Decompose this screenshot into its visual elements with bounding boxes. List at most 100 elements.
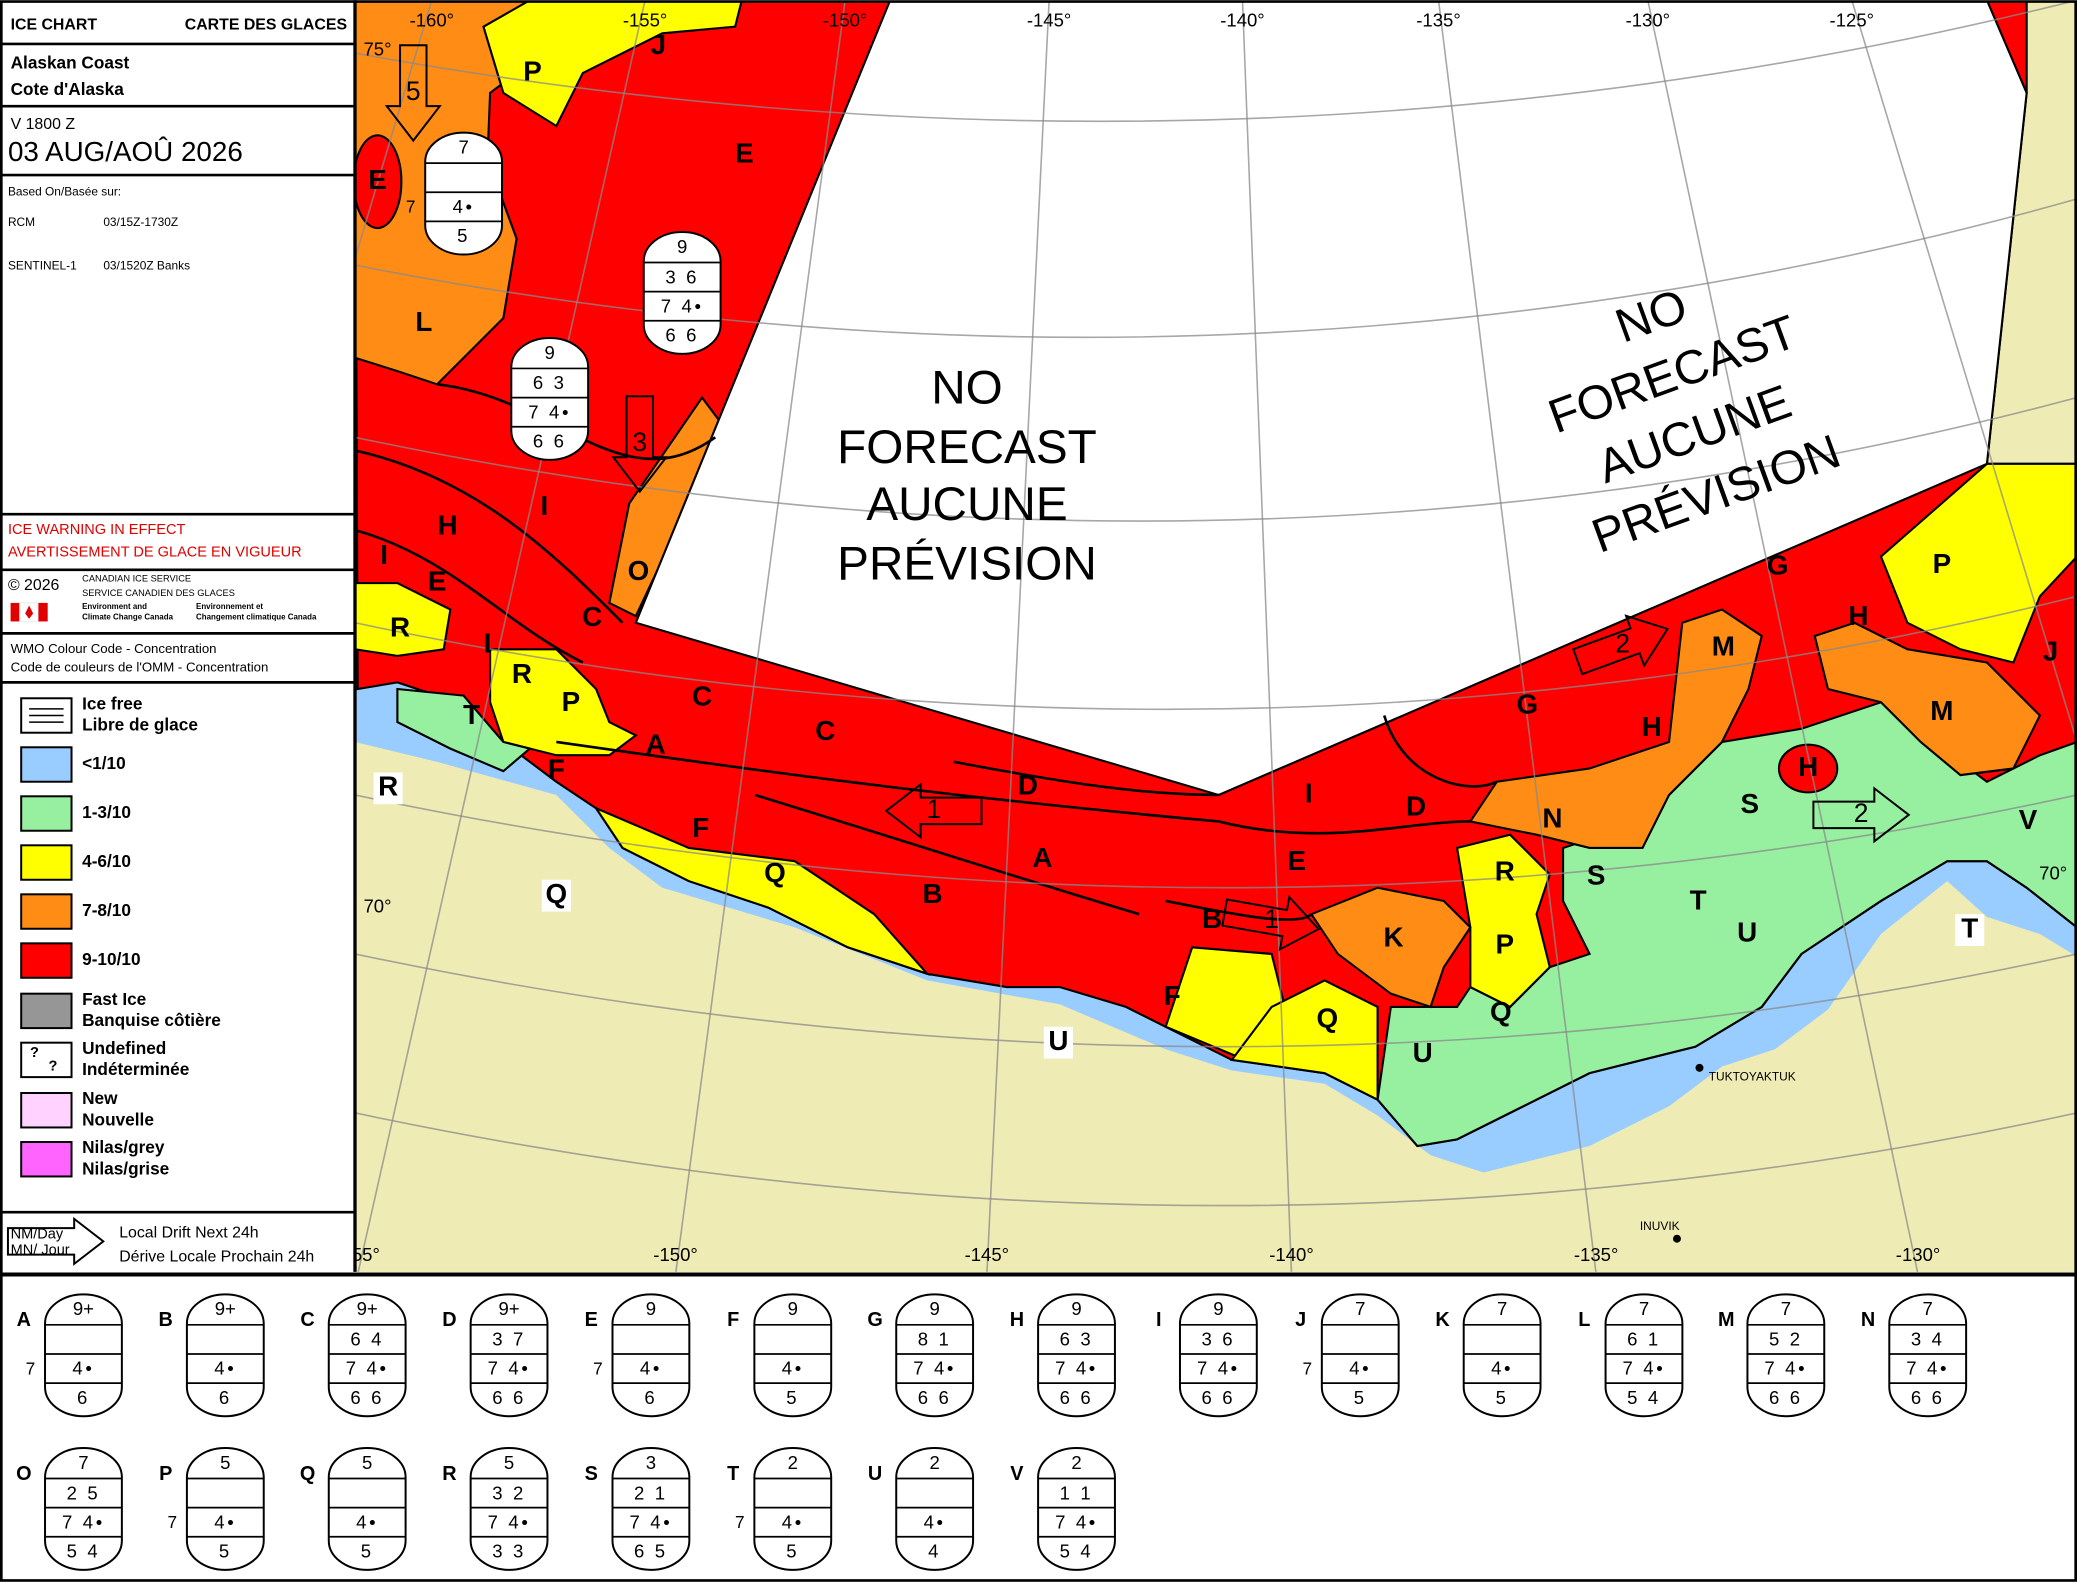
egg-letter: S xyxy=(585,1463,598,1485)
flag-left xyxy=(10,602,20,622)
region-label: U xyxy=(1413,1037,1433,1068)
longitude-label: -140° xyxy=(1220,9,1265,30)
egg-letter: T xyxy=(727,1463,739,1485)
agency: SERVICE CANADIEN DES GLACES xyxy=(82,588,235,598)
arrow-shape xyxy=(1572,614,1669,676)
warning: AVERTISSEMENT DE GLACE EN VIGUEUR xyxy=(8,544,302,560)
egg-stages: 7 4• xyxy=(488,1358,531,1379)
drift-label: Local Drift Next 24h xyxy=(119,1225,258,1242)
egg-stages: 7 4• xyxy=(1764,1358,1807,1379)
parallel xyxy=(356,1,2075,123)
drift-value: 3 xyxy=(632,427,647,457)
egg-letter: C xyxy=(300,1309,314,1331)
ice-9-10 xyxy=(356,134,403,230)
label-bg xyxy=(1955,914,1985,946)
region-label: R xyxy=(512,658,532,689)
region-label: B xyxy=(1202,903,1222,934)
title-fr: CARTE DES GLACES xyxy=(185,17,347,34)
egg-partials: 3 7 xyxy=(492,1329,526,1350)
legend-label: 9-10/10 xyxy=(82,949,140,969)
ice-7-8 xyxy=(1813,621,2042,777)
drift-label: Dérive Locale Prochain 24h xyxy=(119,1248,314,1265)
egg-total: 7 xyxy=(458,136,468,157)
egg-partials: 3 4 xyxy=(1911,1329,1945,1350)
place-dot xyxy=(1695,1063,1704,1072)
region-label: T xyxy=(1690,885,1707,916)
ice-7-8 xyxy=(1309,886,1472,1009)
drift-arrow: 1 xyxy=(1221,894,1321,952)
egg-floes: 6 xyxy=(219,1387,232,1408)
copyright: © 2026 xyxy=(8,577,60,594)
egg-floes: 6 5 xyxy=(634,1541,668,1562)
egg-partials: 6 4 xyxy=(350,1329,384,1350)
egg-floes: 5 xyxy=(457,225,470,246)
region-label: F xyxy=(692,812,709,843)
legend-label: Nilas/grey xyxy=(82,1137,165,1157)
egg-floes: 5 xyxy=(361,1541,374,1562)
region-label: J xyxy=(651,29,666,60)
egg-partials: 6 3 xyxy=(1060,1329,1094,1350)
validity: V 1800 Z xyxy=(11,116,76,133)
egg-partials: 3 6 xyxy=(1202,1329,1236,1350)
egg-prefix: 7 xyxy=(168,1512,178,1532)
legend-label: 4-6/10 xyxy=(82,851,131,871)
region-label: P xyxy=(1495,928,1514,959)
egg-floes: 6 6 xyxy=(350,1387,384,1408)
egg-partials: 3 6 xyxy=(665,266,699,287)
date: 03 AUG/AOÛ 2026 xyxy=(8,136,243,167)
legend-symbol: ? xyxy=(49,1058,58,1074)
egg-letter: D xyxy=(442,1309,456,1331)
region-label: M xyxy=(1712,630,1735,661)
region-label: I xyxy=(484,628,492,659)
ice-4-6 xyxy=(482,1,743,128)
egg-floes: 5 xyxy=(1354,1387,1367,1408)
egg-stages: 4• xyxy=(924,1511,946,1532)
egg-floes: 5 xyxy=(219,1541,232,1562)
drift-value: 2 xyxy=(1615,628,1630,658)
latitude-label: 70° xyxy=(2039,862,2067,883)
egg-stages: 7 4• xyxy=(629,1511,672,1532)
egg-floes: 6 6 xyxy=(665,325,699,346)
arrow-shape xyxy=(611,395,669,494)
meridian xyxy=(1241,1,1293,1272)
region-label: O xyxy=(628,555,650,586)
region-label: Q xyxy=(764,857,786,888)
egg-stages: 4• xyxy=(356,1511,378,1532)
egg-floes: 5 4 xyxy=(67,1541,101,1562)
region-label: A xyxy=(1032,842,1052,873)
egg-total: 9 xyxy=(646,1298,656,1319)
egg-total: 9+ xyxy=(215,1298,236,1319)
arrow-shape xyxy=(1812,786,1911,844)
region-label: T xyxy=(1961,912,1978,943)
egg-total: 5 xyxy=(220,1452,230,1473)
parallel xyxy=(356,198,2076,339)
flag-leaf xyxy=(25,605,34,619)
drift-arrow: 3 xyxy=(611,395,669,494)
egg-stages: 7 4• xyxy=(913,1358,956,1379)
region-label: D xyxy=(1406,791,1426,822)
egg-stages: 4• xyxy=(782,1358,804,1379)
legend-swatch xyxy=(20,1141,73,1178)
drift-arrow: 2 xyxy=(1812,786,1911,844)
legend-label: Ice free xyxy=(82,693,142,713)
drift-arrow: 2 xyxy=(1572,614,1669,676)
egg-stages: 4• xyxy=(214,1511,236,1532)
egg-stages: 7 4• xyxy=(62,1511,105,1532)
drift-value: 2 xyxy=(1854,798,1869,828)
region-label: C xyxy=(815,715,835,746)
region-label: E xyxy=(1288,845,1307,876)
egg-letter: A xyxy=(17,1309,31,1331)
egg-stages: 7 4• xyxy=(528,401,571,422)
egg-stages: 7 4• xyxy=(1623,1358,1666,1379)
egg-total: 7 xyxy=(1781,1298,1791,1319)
legend-label: Libre de glace xyxy=(82,715,198,735)
egg-floes: 5 xyxy=(786,1387,799,1408)
egg-total: 5 xyxy=(504,1452,514,1473)
egg-total: 3 xyxy=(646,1452,656,1473)
legend-swatch xyxy=(20,992,73,1030)
egg-total: 9+ xyxy=(357,1298,378,1319)
map: -160° -155° -150° -145° -140° -135° -130° -125°… xyxy=(356,1,2076,1272)
department: Climate Change Canada xyxy=(82,613,173,622)
no-forecast-line: FORECAST xyxy=(837,421,1097,474)
